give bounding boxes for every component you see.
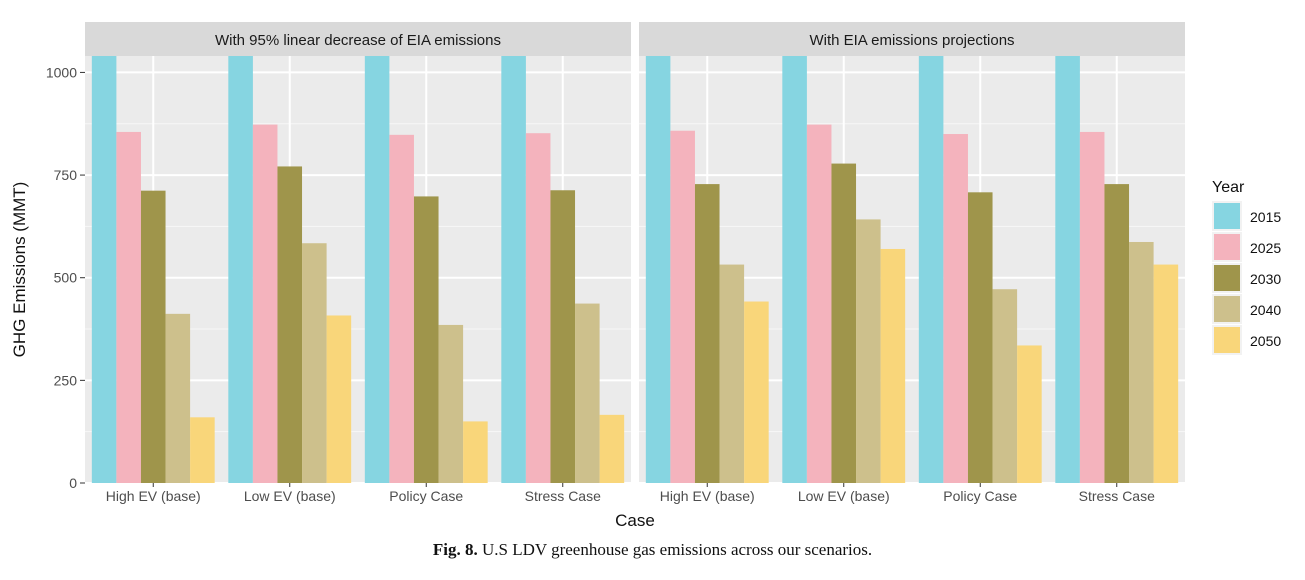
facet-title: With 95% linear decrease of EIA emission… (215, 32, 501, 49)
bar-high-ev-base-2050 (744, 301, 769, 483)
x-tick-label: High EV (base) (106, 488, 201, 504)
bar-stress-case-2015 (501, 56, 526, 483)
bar-low-ev-base-2025 (806, 124, 832, 483)
x-axis-title: Case (615, 511, 655, 530)
bar-high-ev-base-2025 (670, 130, 695, 483)
legend-swatch-2015 (1214, 203, 1240, 229)
bar-policy-case-2030 (413, 196, 439, 484)
figure-caption: Fig. 8. U.S LDV greenhouse gas emissions… (0, 540, 1305, 560)
figure-caption-text: U.S LDV greenhouse gas emissions across … (481, 540, 873, 559)
y-tick-label: 500 (54, 270, 78, 286)
facet-strip (639, 22, 1185, 56)
legend-swatch-2040 (1214, 296, 1240, 322)
figure-caption-label: Fig. 8. (432, 540, 478, 559)
bar-stress-case-2050 (599, 414, 625, 483)
bar-high-ev-base-2015 (645, 56, 671, 483)
bar-high-ev-base-2015 (91, 56, 117, 483)
bar-policy-case-2025 (943, 134, 968, 483)
bar-policy-case-2025 (389, 134, 414, 484)
legend-swatch-2030 (1214, 265, 1240, 291)
bar-stress-case-2015 (1055, 56, 1080, 483)
bar-low-ev-base-2040 (302, 243, 327, 483)
bar-low-ev-base-2025 (252, 124, 278, 483)
bar-policy-case-2030 (967, 192, 993, 484)
x-tick-label: Policy Case (943, 488, 1017, 504)
y-axis-title: GHG Emissions (MMT) (10, 182, 29, 358)
legend-label-2015: 2015 (1250, 209, 1281, 225)
legend-label-2040: 2040 (1250, 302, 1281, 318)
bar-policy-case-2015 (364, 56, 390, 483)
bar-stress-case-2040 (1129, 241, 1154, 483)
bar-high-ev-base-2050 (190, 417, 215, 483)
facet-strip (85, 22, 631, 56)
facet-title: With EIA emissions projections (809, 32, 1014, 49)
bar-high-ev-base-2030 (694, 184, 720, 483)
bar-stress-case-2050 (1153, 264, 1179, 483)
x-tick-label: Policy Case (389, 488, 463, 504)
x-tick-label: Stress Case (525, 488, 601, 504)
x-tick-label: High EV (base) (660, 488, 755, 504)
bar-high-ev-base-2025 (116, 131, 141, 483)
bar-high-ev-base-2040 (719, 264, 745, 483)
bar-stress-case-2030 (1104, 184, 1130, 483)
bar-high-ev-base-2030 (140, 190, 166, 483)
bar-high-ev-base-2040 (165, 313, 191, 483)
bar-low-ev-base-2050 (880, 248, 906, 483)
y-tick-label: 1000 (46, 64, 77, 80)
bar-low-ev-base-2015 (228, 56, 253, 483)
bar-policy-case-2040 (992, 289, 1018, 483)
bar-stress-case-2025 (525, 133, 551, 483)
x-tick-label: Stress Case (1079, 488, 1155, 504)
bar-policy-case-2015 (918, 56, 944, 483)
bar-low-ev-base-2030 (277, 166, 303, 483)
bar-low-ev-base-2030 (831, 163, 857, 483)
legend-label-2025: 2025 (1250, 240, 1281, 256)
legend-title: Year (1212, 179, 1245, 196)
bar-low-ev-base-2050 (326, 315, 352, 483)
legend-swatch-2025 (1214, 234, 1240, 260)
bar-stress-case-2025 (1079, 131, 1105, 483)
grouped-bar-chart: With 95% linear decrease of EIA emission… (10, 22, 1281, 530)
legend-label-2030: 2030 (1250, 271, 1281, 287)
y-tick-label: 250 (54, 372, 78, 388)
bar-low-ev-base-2015 (782, 56, 807, 483)
legend-swatch-2050 (1214, 327, 1240, 353)
y-tick-label: 750 (54, 167, 78, 183)
legend-label-2050: 2050 (1250, 333, 1281, 349)
bar-low-ev-base-2040 (856, 219, 881, 484)
x-tick-label: Low EV (base) (798, 488, 890, 504)
bar-policy-case-2050 (463, 421, 488, 483)
bar-stress-case-2030 (550, 190, 576, 483)
bar-policy-case-2050 (1017, 345, 1042, 483)
bar-stress-case-2040 (575, 303, 600, 483)
y-tick-label: 0 (69, 475, 77, 491)
x-tick-label: Low EV (base) (244, 488, 336, 504)
bar-policy-case-2040 (438, 324, 464, 483)
